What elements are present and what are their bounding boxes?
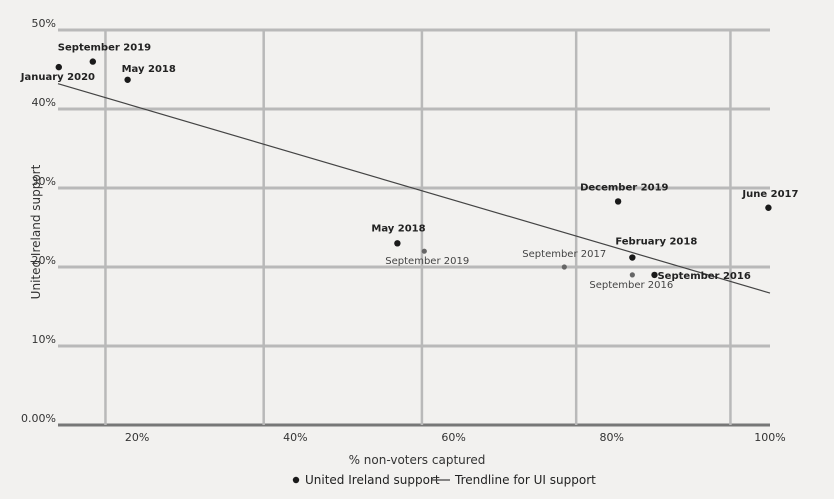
data-point: [55, 63, 62, 71]
data-label: February 2018: [615, 237, 697, 248]
data-label: May 2018: [122, 64, 176, 75]
y-tick-label: 20%: [32, 254, 56, 267]
data-point: [651, 271, 658, 279]
x-tick-label: 20%: [125, 431, 149, 444]
legend-marker-dot: [292, 476, 300, 484]
legend-label: United Ireland support: [305, 473, 440, 487]
data-label: September 2016: [657, 271, 750, 282]
data-point: [89, 58, 97, 65]
data-label: May 2018: [371, 223, 425, 234]
data-label: December 2019: [580, 182, 668, 193]
data-label: September 2019: [385, 256, 469, 267]
x-tick-label: 60%: [441, 431, 465, 444]
data-label: September 2019: [58, 43, 151, 54]
x-tick-label: 100%: [754, 431, 785, 444]
data-point: [394, 240, 401, 247]
data-point: [561, 264, 567, 270]
gridlines: [58, 28, 770, 427]
y-tick-label: 50%: [32, 17, 56, 30]
data-point: [629, 254, 636, 261]
x-axis-title: % non-voters captured: [349, 453, 486, 467]
trendline: [57, 83, 771, 294]
data-labels: January 2020 September 2019 May 2018 May 20…: [20, 43, 799, 291]
y-tick-label: 30%: [32, 175, 56, 188]
x-tick-label: 40%: [283, 431, 307, 444]
axes: 0.00% 10% 20% 30% 40% 50% 20% 40% 60% 80% 100%: [21, 17, 786, 444]
data-label: June 2017: [741, 189, 798, 200]
y-axis-title: United Ireland support: [29, 164, 43, 299]
y-tick-label: 0.00%: [21, 412, 56, 425]
y-tick-label: 10%: [32, 333, 56, 346]
data-points: [55, 58, 772, 279]
data-label: September 2017: [522, 249, 606, 260]
data-point: [629, 272, 635, 278]
data-label: September 2016: [589, 280, 673, 291]
legend-label: Trendline for UI support: [454, 473, 596, 487]
legend: United Ireland support Trendline for UI s…: [292, 473, 596, 487]
data-label: January 2020: [20, 72, 95, 83]
data-point: [124, 76, 131, 83]
y-tick-label: 40%: [32, 96, 56, 109]
x-tick-label: 80%: [600, 431, 624, 444]
data-point: [765, 204, 772, 211]
data-point: [614, 198, 622, 205]
data-point: [421, 248, 427, 254]
trendline-segment: [57, 83, 771, 294]
